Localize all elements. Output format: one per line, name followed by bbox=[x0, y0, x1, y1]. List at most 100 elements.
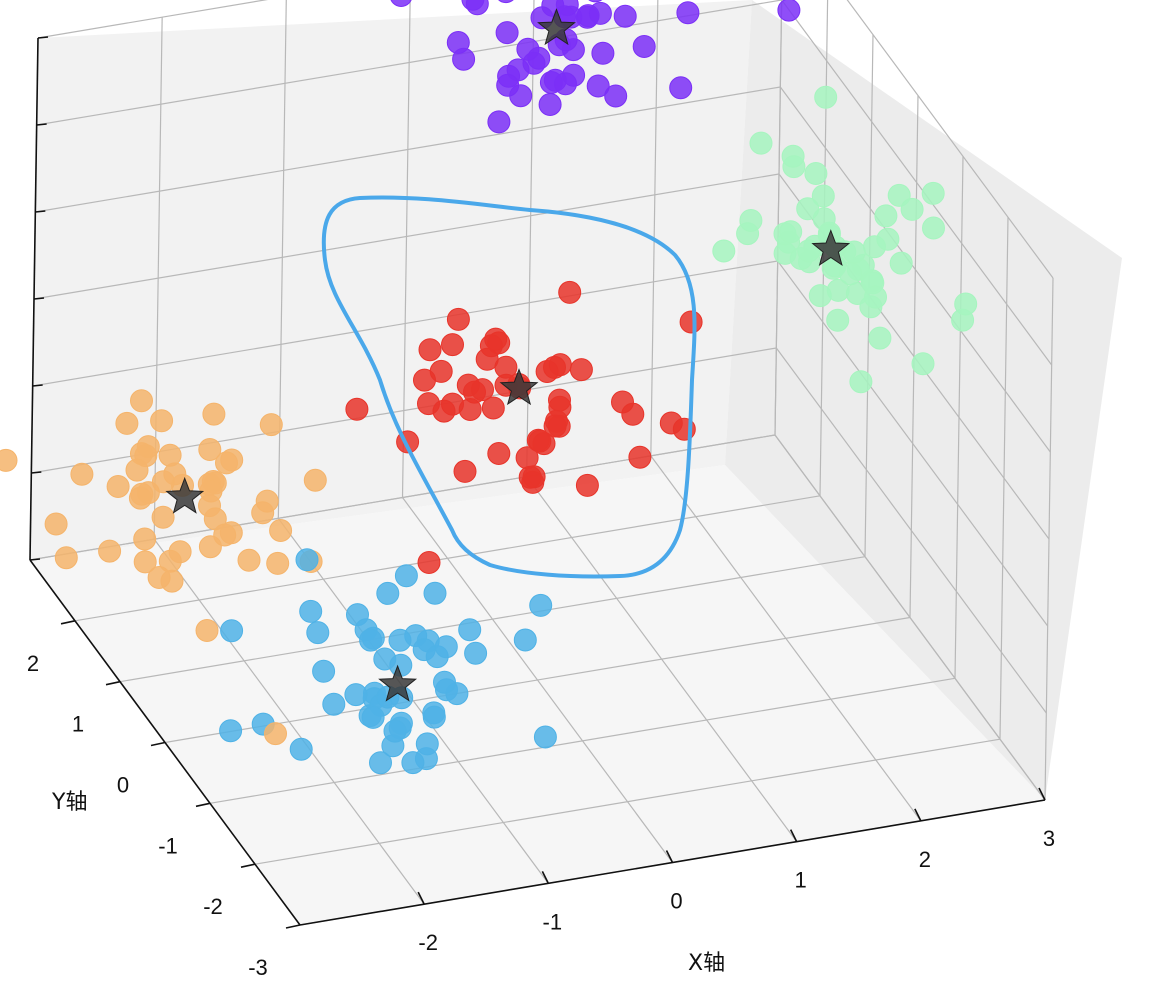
x-tick bbox=[541, 870, 550, 884]
data-point bbox=[874, 204, 898, 228]
data-point bbox=[586, 74, 610, 98]
data-point bbox=[158, 443, 182, 467]
data-point bbox=[558, 280, 582, 304]
data-point bbox=[876, 227, 900, 251]
data-point bbox=[521, 470, 545, 494]
grid-line bbox=[37, 0, 269, 39]
data-point bbox=[299, 599, 323, 623]
data-point bbox=[269, 519, 293, 542]
z-tick bbox=[36, 123, 47, 126]
tick-marks bbox=[29, 36, 1046, 929]
cluster-center-star bbox=[499, 368, 539, 406]
data-point bbox=[133, 527, 157, 551]
data-point bbox=[545, 409, 568, 433]
data-point bbox=[345, 397, 369, 421]
data-point bbox=[781, 144, 805, 168]
data-point bbox=[136, 435, 160, 459]
data-point bbox=[147, 566, 171, 589]
data-point bbox=[417, 392, 440, 416]
data-point bbox=[312, 659, 336, 683]
data-point bbox=[487, 331, 511, 355]
data-point bbox=[115, 411, 139, 435]
data-point bbox=[588, 0, 603, 3]
cluster-center-star bbox=[537, 8, 576, 46]
grid-line bbox=[774, 0, 783, 436]
data-point bbox=[220, 619, 244, 643]
data-point bbox=[429, 359, 453, 383]
data-point bbox=[779, 220, 803, 244]
y-tick-label: 0 bbox=[117, 773, 129, 798]
z-tick bbox=[32, 384, 43, 387]
x-tick-label: 1 bbox=[795, 868, 807, 893]
data-point bbox=[70, 462, 94, 486]
data-point bbox=[344, 683, 368, 707]
data-point bbox=[289, 737, 313, 761]
data-point bbox=[295, 548, 319, 572]
data-point bbox=[495, 21, 519, 45]
data-point bbox=[383, 719, 407, 743]
data-point bbox=[264, 722, 287, 746]
data-point bbox=[388, 628, 412, 652]
data-point bbox=[533, 725, 557, 749]
data-point bbox=[464, 641, 488, 665]
data-point bbox=[487, 110, 511, 134]
data-point bbox=[415, 732, 439, 756]
x-tick bbox=[789, 829, 798, 843]
data-point bbox=[471, 378, 494, 402]
data-point bbox=[125, 458, 149, 482]
data-point bbox=[628, 445, 652, 469]
data-point bbox=[604, 84, 628, 108]
data-point bbox=[237, 548, 261, 572]
data-point bbox=[266, 551, 290, 575]
data-point bbox=[868, 326, 892, 350]
data-point bbox=[554, 72, 577, 96]
data-point bbox=[394, 564, 418, 588]
data-point bbox=[712, 239, 736, 263]
data-point bbox=[632, 35, 656, 58]
data-point bbox=[496, 73, 520, 97]
data-point bbox=[543, 355, 566, 379]
data-point bbox=[130, 389, 153, 413]
data-point bbox=[255, 489, 279, 513]
data-point bbox=[529, 593, 553, 617]
data-point bbox=[849, 370, 873, 394]
data-point bbox=[669, 76, 693, 100]
data-point bbox=[453, 459, 477, 483]
data-point bbox=[676, 1, 700, 25]
z-tick bbox=[35, 210, 46, 213]
data-point bbox=[804, 162, 828, 185]
lasso-selection[interactable] bbox=[321, 195, 697, 579]
grid-line bbox=[74, 495, 821, 622]
data-point bbox=[921, 181, 945, 205]
cluster-centers bbox=[165, 8, 851, 702]
data-point bbox=[434, 635, 458, 659]
x-tick-label: 0 bbox=[670, 889, 682, 914]
tick-labels: -2 -1 0 1 2 3 -3 -2 -1 0 1 2 bbox=[27, 651, 1055, 980]
data-point bbox=[441, 333, 464, 357]
data-point bbox=[814, 85, 838, 109]
data-point bbox=[128, 486, 152, 510]
data-point bbox=[198, 438, 222, 461]
data-point bbox=[417, 551, 441, 574]
grid-line bbox=[846, 0, 1054, 279]
data-point bbox=[202, 402, 226, 426]
x-axis-label: X轴 bbox=[688, 951, 725, 976]
data-point bbox=[588, 1, 612, 25]
data-point bbox=[106, 475, 130, 498]
cluster-center-star bbox=[811, 229, 851, 267]
data-point bbox=[303, 468, 327, 492]
x-tick bbox=[665, 850, 674, 863]
x-tick-label: -1 bbox=[543, 909, 563, 934]
data-point bbox=[390, 0, 412, 7]
data-point bbox=[389, 653, 413, 677]
data-point bbox=[369, 751, 392, 775]
data-point bbox=[575, 473, 599, 497]
z-tick bbox=[33, 297, 45, 300]
data-point bbox=[569, 358, 593, 382]
data-point bbox=[98, 539, 122, 563]
data-point bbox=[259, 413, 283, 437]
data-point bbox=[150, 409, 174, 433]
data-point bbox=[532, 432, 556, 456]
data-point bbox=[133, 550, 157, 574]
